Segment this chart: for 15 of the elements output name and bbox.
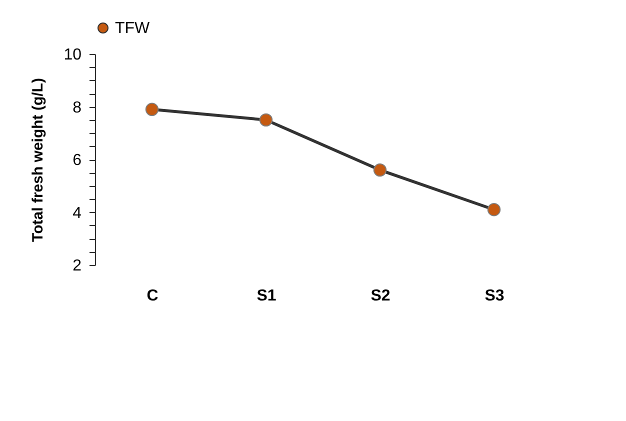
y-axis-title: Total fresh weight (g/L) xyxy=(30,78,47,242)
x-tick-label: S3 xyxy=(484,288,504,304)
x-tick-label: S1 xyxy=(256,288,276,304)
point xyxy=(259,113,273,127)
y-tick-label: 10 xyxy=(64,46,82,64)
x-tick-label: S2 xyxy=(370,288,390,304)
point xyxy=(145,102,159,116)
y-tick-label: 8 xyxy=(72,99,82,116)
point xyxy=(373,163,387,177)
y-tick-label: 2 xyxy=(72,258,82,274)
point xyxy=(487,203,501,216)
y-tick-label: 6 xyxy=(72,152,82,169)
x-tick-label: C xyxy=(146,288,159,304)
legend-label: TFW xyxy=(115,20,151,37)
y-tick-label: 4 xyxy=(72,204,82,222)
